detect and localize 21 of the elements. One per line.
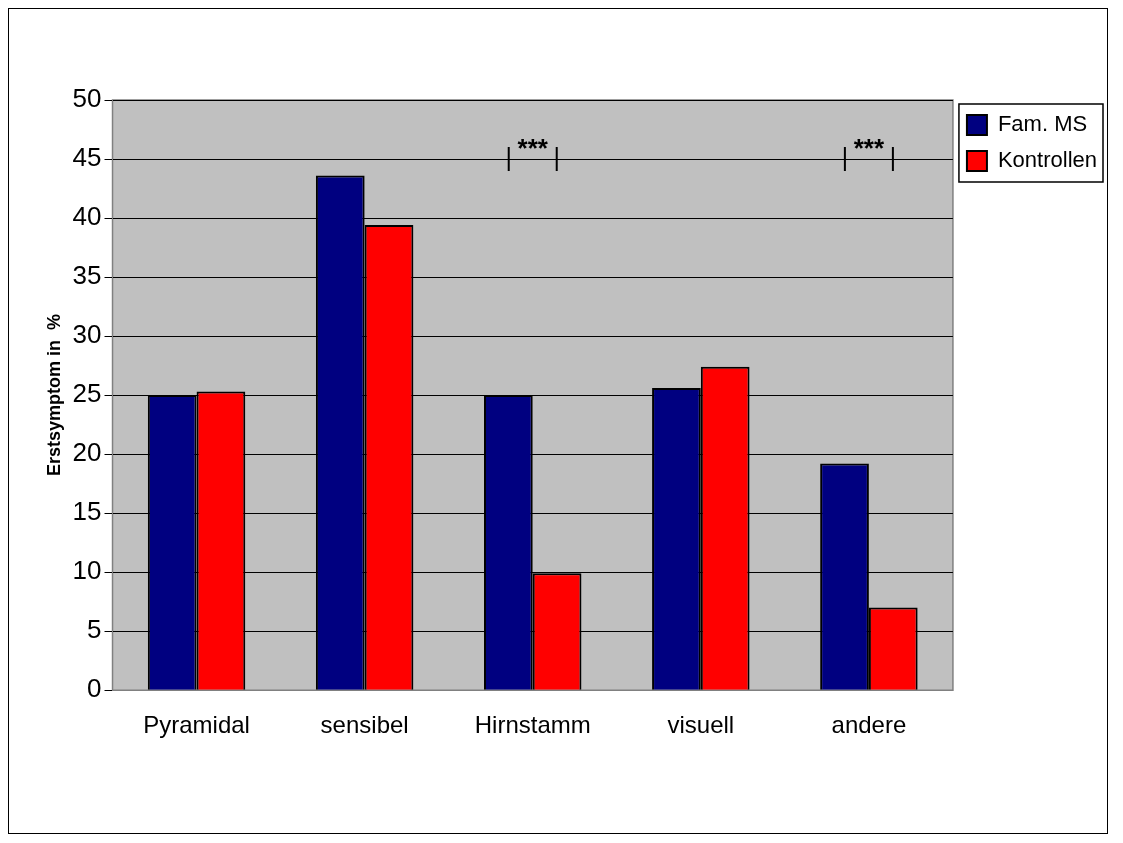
x-tick-label: andere <box>831 711 907 739</box>
y-tick-label: 20 <box>72 437 102 468</box>
annotation: *** <box>517 133 549 164</box>
y-tick-label: 45 <box>72 142 102 173</box>
x-tick-label: Pyramidal <box>143 711 250 739</box>
y-tick-label: 30 <box>72 319 102 350</box>
y-tick-label: 35 <box>72 260 102 291</box>
y-tick-label: 0 <box>87 673 102 704</box>
legend-label: Fam. MS <box>997 111 1088 137</box>
annotation: *** <box>853 133 885 164</box>
y-tick-label: 40 <box>72 201 102 232</box>
y-tick-label: 5 <box>87 614 102 645</box>
x-tick-label: visuell <box>667 711 735 739</box>
legend-label: Kontrollen <box>997 147 1098 173</box>
y-tick-label: 15 <box>72 496 102 527</box>
y-tick-label: 25 <box>72 378 102 409</box>
x-tick-label: Hirnstamm <box>474 711 591 739</box>
y-axis-title: Erstsymptom in % <box>43 314 64 477</box>
y-tick-label: 50 <box>72 83 102 114</box>
x-tick-label: sensibel <box>320 711 409 739</box>
y-tick-label: 10 <box>72 555 102 586</box>
